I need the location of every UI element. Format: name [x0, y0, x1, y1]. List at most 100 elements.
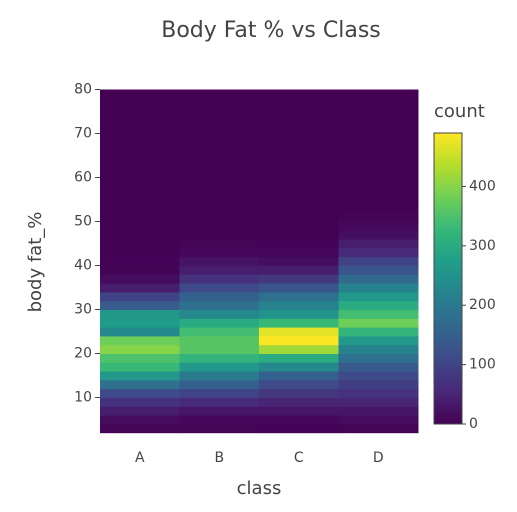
heatmap-cell [338, 274, 419, 284]
heatmap-cell [259, 89, 339, 99]
heatmap-cell [179, 256, 260, 266]
heatmap-cell [100, 230, 180, 240]
heatmap-cell [259, 142, 339, 152]
heatmap-cell [338, 177, 419, 187]
heatmap-cell [179, 203, 260, 214]
heatmap-cell [179, 300, 260, 310]
heatmap-cell [100, 247, 180, 258]
heatmap-cell [338, 283, 419, 293]
heatmap-cell [259, 335, 339, 346]
heatmap-cell [100, 300, 180, 310]
heatmap-cell [338, 423, 419, 434]
heatmap-cell [259, 300, 339, 310]
heatmap-cell [338, 195, 419, 205]
chart-title: Body Fat % vs Class [161, 18, 381, 43]
heatmap-cell [100, 344, 180, 354]
heatmap-cell [179, 195, 260, 205]
heatmap-cell [179, 177, 260, 187]
heatmap-cell [100, 318, 180, 328]
heatmap-cell [338, 239, 419, 249]
heatmap-cell [179, 133, 260, 143]
heatmap-cell [338, 327, 419, 337]
heatmap-cell [338, 221, 419, 231]
heatmap-cell [259, 415, 339, 425]
heatmap-cell [259, 230, 339, 240]
heatmap-cell [100, 353, 180, 363]
heatmap-cell [338, 397, 419, 407]
y-tick-label: 60 [74, 170, 92, 186]
heatmap-cell [100, 186, 180, 196]
y-tick-label: 80 [74, 82, 92, 98]
heatmap-cell [100, 124, 180, 134]
heatmap-cell [100, 397, 180, 407]
heatmap-cell [100, 159, 180, 170]
heatmap-cell [100, 142, 180, 152]
heatmap-cell [259, 168, 339, 178]
heatmap-cell [259, 203, 339, 214]
heatmap-cell [100, 335, 180, 346]
heatmap-cell [179, 415, 260, 425]
heatmap-cell [259, 115, 339, 126]
heatmap-cell [179, 291, 260, 302]
colorbar-tick-label: 100 [469, 357, 496, 373]
colorbar-title: count [434, 101, 485, 122]
heatmap-cell [100, 362, 180, 372]
heatmap-cell [338, 186, 419, 196]
y-tick-label: 50 [74, 214, 92, 230]
heatmap-cell [179, 423, 260, 434]
heatmap-cell [259, 239, 339, 249]
heatmap-cell [179, 142, 260, 152]
colorbar-tick-label: 300 [469, 238, 496, 254]
heatmap-cell [100, 212, 180, 222]
heatmap-cell [179, 397, 260, 407]
heatmap-cell [179, 362, 260, 372]
heatmap-cell [259, 247, 339, 258]
heatmap-cell [259, 159, 339, 170]
heatmap-cell [100, 379, 180, 390]
heatmap-cell [179, 318, 260, 328]
heatmap-cell [179, 335, 260, 346]
heatmap-cell [179, 124, 260, 134]
heatmap-cell [179, 406, 260, 416]
heatmap-cell [338, 115, 419, 126]
heatmap-cell [179, 283, 260, 293]
heatmap-cell [338, 371, 419, 381]
heatmap-cell [338, 309, 419, 319]
x-tick-label: B [214, 450, 224, 466]
heatmap-cell [100, 291, 180, 302]
heatmap-cell [259, 283, 339, 293]
heatmap-cell [179, 115, 260, 126]
heatmap-cell [338, 133, 419, 143]
colorbar [433, 132, 463, 425]
heatmap-cell [179, 212, 260, 222]
heatmap-cell [100, 115, 180, 126]
heatmap-cell [259, 151, 339, 161]
heatmap-cell [259, 107, 339, 117]
heatmap-cell [179, 151, 260, 161]
heatmap-cell [179, 159, 260, 170]
heatmap-cell [100, 327, 180, 337]
heatmap-cell [338, 265, 419, 275]
heatmap-cell [338, 151, 419, 161]
heatmap-cell [259, 371, 339, 381]
heatmap-cell [338, 159, 419, 170]
y-tick-label: 20 [74, 346, 92, 362]
heatmap-cell [259, 291, 339, 302]
heatmap-cell [179, 379, 260, 390]
heatmap-cell [259, 177, 339, 187]
colorbar-tick-label: 200 [469, 297, 496, 313]
heatmap-cell [179, 327, 260, 337]
heatmap-cell [100, 283, 180, 293]
x-tick-label: D [373, 450, 384, 466]
heatmap-cell [100, 107, 180, 117]
heatmap-cell [179, 309, 260, 319]
heatmap-cell [179, 230, 260, 240]
heatmap-cell [179, 239, 260, 249]
heatmap-cell [259, 406, 339, 416]
heatmap-cell [100, 388, 180, 398]
x-axis-title: class [237, 478, 282, 499]
heatmap-cell [338, 203, 419, 214]
heatmap-cell [259, 362, 339, 372]
heatmap-cell [259, 124, 339, 134]
